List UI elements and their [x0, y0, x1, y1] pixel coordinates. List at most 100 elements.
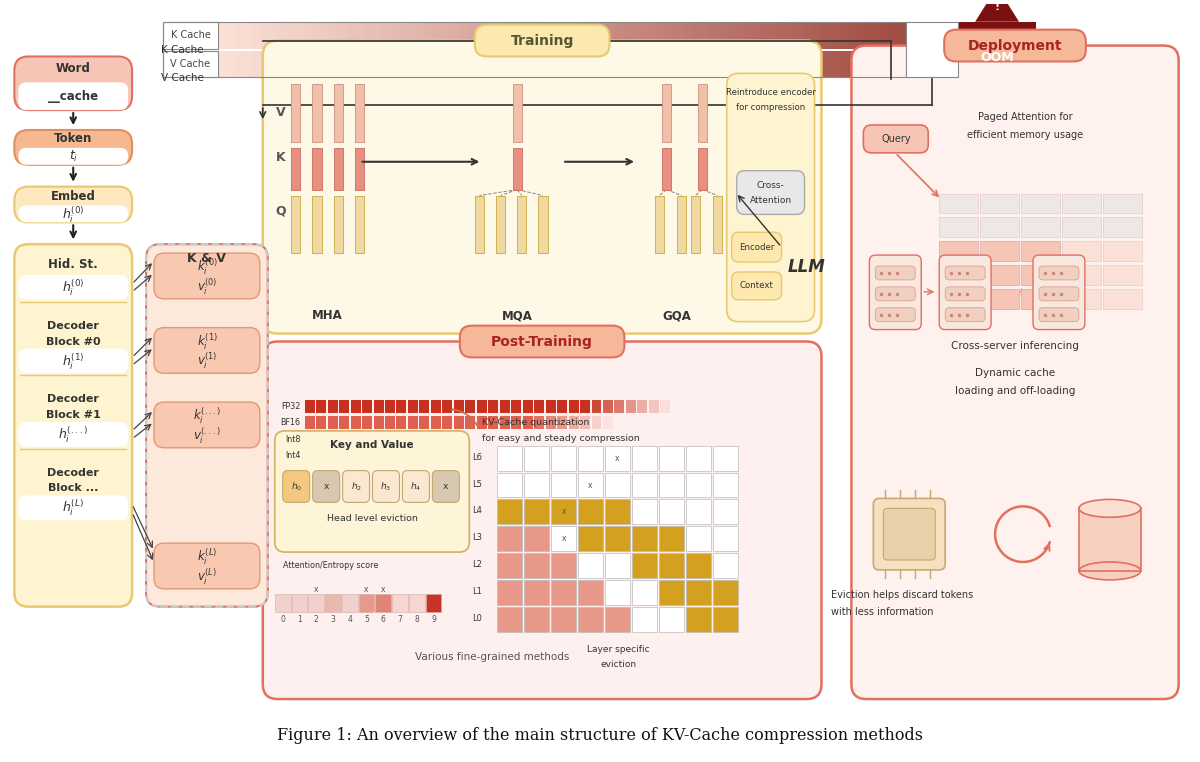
- FancyBboxPatch shape: [18, 206, 128, 223]
- Bar: [803, 22, 812, 49]
- FancyBboxPatch shape: [1033, 255, 1085, 330]
- Bar: [442, 50, 451, 77]
- Bar: [260, 22, 270, 49]
- Bar: [734, 22, 744, 49]
- Ellipse shape: [1079, 562, 1141, 580]
- Text: Block #0: Block #0: [46, 337, 101, 347]
- Bar: [312, 148, 322, 190]
- Bar: [872, 50, 882, 77]
- Bar: [726, 50, 736, 77]
- Bar: [623, 22, 632, 49]
- Bar: [659, 446, 684, 471]
- Bar: [316, 449, 326, 463]
- Text: MHA: MHA: [312, 309, 343, 322]
- Bar: [553, 50, 563, 77]
- Text: Cross-server inferencing: Cross-server inferencing: [952, 341, 1079, 351]
- Bar: [649, 399, 659, 413]
- Bar: [592, 399, 601, 413]
- Bar: [659, 553, 684, 578]
- Bar: [316, 416, 326, 430]
- FancyBboxPatch shape: [14, 56, 132, 110]
- Text: 9: 9: [431, 615, 436, 624]
- Bar: [557, 416, 568, 430]
- Bar: [1079, 508, 1141, 571]
- Bar: [1103, 194, 1141, 213]
- Bar: [659, 607, 684, 632]
- FancyBboxPatch shape: [475, 24, 610, 56]
- Bar: [683, 50, 692, 77]
- FancyBboxPatch shape: [946, 308, 985, 322]
- Bar: [322, 22, 331, 49]
- Text: $h_2$: $h_2$: [350, 480, 361, 493]
- Bar: [545, 22, 554, 49]
- Bar: [958, 22, 1036, 77]
- Bar: [330, 50, 340, 77]
- Bar: [1021, 289, 1060, 309]
- Bar: [686, 446, 710, 471]
- Bar: [613, 50, 623, 77]
- Text: for easy and steady compression: for easy and steady compression: [482, 434, 640, 443]
- FancyBboxPatch shape: [1039, 287, 1079, 301]
- Bar: [713, 607, 738, 632]
- Bar: [623, 50, 632, 77]
- Text: Training: Training: [510, 34, 574, 47]
- Bar: [292, 196, 300, 253]
- Bar: [520, 22, 529, 49]
- Bar: [524, 446, 550, 471]
- Bar: [443, 416, 452, 430]
- Bar: [295, 50, 305, 77]
- Bar: [648, 50, 658, 77]
- Bar: [512, 85, 522, 142]
- Bar: [340, 449, 349, 463]
- Text: L0: L0: [473, 613, 482, 623]
- Bar: [325, 594, 341, 612]
- Bar: [660, 399, 671, 413]
- Bar: [691, 50, 701, 77]
- Bar: [569, 416, 578, 430]
- Bar: [838, 50, 847, 77]
- FancyBboxPatch shape: [863, 125, 929, 153]
- Bar: [1021, 194, 1060, 213]
- Text: 5: 5: [364, 615, 368, 624]
- Bar: [350, 416, 360, 430]
- Bar: [304, 50, 313, 77]
- Bar: [674, 50, 684, 77]
- Bar: [569, 399, 578, 413]
- Bar: [760, 22, 769, 49]
- Text: KV-Cache quantization: KV-Cache quantization: [482, 418, 589, 427]
- Text: $v_i^{(L)}$: $v_i^{(L)}$: [197, 567, 217, 587]
- Text: Attention: Attention: [750, 196, 792, 205]
- Bar: [396, 416, 407, 430]
- Text: L4: L4: [473, 506, 482, 515]
- Bar: [551, 499, 576, 524]
- Bar: [545, 50, 554, 77]
- Ellipse shape: [1079, 499, 1141, 517]
- Bar: [476, 50, 486, 77]
- Text: $k_i^{(0)}$: $k_i^{(0)}$: [197, 257, 217, 277]
- Bar: [578, 472, 602, 498]
- Bar: [270, 22, 280, 49]
- Bar: [655, 196, 664, 253]
- FancyBboxPatch shape: [874, 498, 946, 570]
- Text: $k_i^{(...)}$: $k_i^{(...)}$: [193, 406, 221, 426]
- Bar: [524, 527, 550, 551]
- Bar: [334, 85, 343, 142]
- Bar: [497, 607, 522, 632]
- Bar: [493, 50, 503, 77]
- FancyBboxPatch shape: [154, 543, 259, 589]
- Bar: [697, 148, 707, 190]
- Bar: [328, 399, 337, 413]
- Bar: [398, 50, 408, 77]
- Text: Int8: Int8: [286, 434, 301, 443]
- FancyBboxPatch shape: [460, 325, 624, 357]
- Text: K & V: K & V: [187, 251, 227, 264]
- Bar: [295, 22, 305, 49]
- Bar: [829, 50, 839, 77]
- Bar: [476, 416, 487, 430]
- Bar: [605, 472, 630, 498]
- Bar: [632, 499, 656, 524]
- Bar: [510, 50, 520, 77]
- Bar: [235, 22, 245, 49]
- Bar: [316, 432, 326, 446]
- Bar: [355, 50, 365, 77]
